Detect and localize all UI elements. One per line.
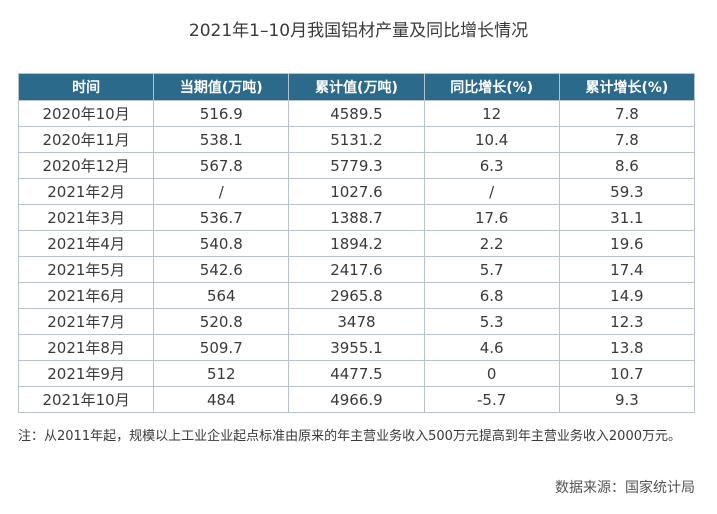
- table-row: 2021年7月 520.8 3478 5.3 12.3: [17, 308, 696, 335]
- cell-cumulative-value: 1027.6: [288, 178, 425, 205]
- cell-cumulative-growth: 17.4: [558, 256, 696, 283]
- cell-current-value: 540.8: [153, 230, 290, 257]
- cell-cumulative-value: 1894.2: [288, 230, 425, 257]
- cell-yoy-growth: 5.7: [423, 256, 560, 283]
- cell-current-value: 516.9: [153, 100, 290, 127]
- page-title: 2021年1–10月我国铝材产量及同比增长情况: [188, 21, 529, 41]
- cell-current-value: 567.8: [153, 152, 290, 179]
- cell-yoy-growth: 0: [423, 360, 560, 387]
- cell-yoy-growth: 6.8: [423, 282, 560, 309]
- table-row: 2020年11月 538.1 5131.2 10.4 7.8: [17, 126, 696, 153]
- cell-cumulative-growth: 7.8: [558, 126, 696, 153]
- cell-time: 2020年12月: [17, 152, 155, 179]
- cell-current-value: 564: [153, 282, 290, 309]
- data-table: 时间 当期值(万吨) 累计值(万吨) 同比增长(%) 累计增长(%) 2020年…: [17, 73, 696, 413]
- cell-cumulative-growth: 12.3: [558, 308, 696, 335]
- cell-current-value: /: [153, 178, 290, 205]
- cell-yoy-growth: 6.3: [423, 152, 560, 179]
- cell-yoy-growth: 17.6: [423, 204, 560, 231]
- cell-yoy-growth: -5.7: [423, 386, 560, 413]
- cell-cumulative-growth: 19.6: [558, 230, 696, 257]
- cell-cumulative-growth: 31.1: [558, 204, 696, 231]
- cell-current-value: 512: [153, 360, 290, 387]
- cell-time: 2021年9月: [17, 360, 155, 387]
- cell-cumulative-value: 5779.3: [288, 152, 425, 179]
- cell-cumulative-value: 4966.9: [288, 386, 425, 413]
- table-row: 2020年12月 567.8 5779.3 6.3 8.6: [17, 152, 696, 179]
- cell-cumulative-value: 2965.8: [288, 282, 425, 309]
- cell-cumulative-value: 5131.2: [288, 126, 425, 153]
- cell-yoy-growth: 12: [423, 100, 560, 127]
- cell-time: 2021年7月: [17, 308, 155, 335]
- cell-cumulative-growth: 59.3: [558, 178, 696, 205]
- column-header-cumulative-growth: 累计增长(%): [558, 73, 696, 101]
- cell-current-value: 536.7: [153, 204, 290, 231]
- cell-current-value: 538.1: [153, 126, 290, 153]
- cell-cumulative-value: 1388.7: [288, 204, 425, 231]
- table-row: 2021年5月 542.6 2417.6 5.7 17.4: [17, 256, 696, 283]
- cell-time: 2021年10月: [17, 386, 155, 413]
- cell-yoy-growth: 2.2: [423, 230, 560, 257]
- cell-cumulative-value: 3478: [288, 308, 425, 335]
- cell-current-value: 542.6: [153, 256, 290, 283]
- table-row: 2021年4月 540.8 1894.2 2.2 19.6: [17, 230, 696, 257]
- column-header-cumulative-value: 累计值(万吨): [288, 73, 425, 101]
- cell-cumulative-value: 4589.5: [288, 100, 425, 127]
- cell-cumulative-growth: 7.8: [558, 100, 696, 127]
- cell-cumulative-growth: 9.3: [558, 386, 696, 413]
- cell-cumulative-growth: 8.6: [558, 152, 696, 179]
- table-body: 2020年10月 516.9 4589.5 12 7.8 2020年11月 538.1 513…: [17, 100, 696, 413]
- cell-current-value: 484: [153, 386, 290, 413]
- column-header-current-value: 当期值(万吨): [153, 73, 290, 101]
- cell-time: 2021年8月: [17, 334, 155, 361]
- cell-time: 2021年4月: [17, 230, 155, 257]
- cell-cumulative-growth: 10.7: [558, 360, 696, 387]
- cell-cumulative-value: 4477.5: [288, 360, 425, 387]
- cell-time: 2021年2月: [17, 178, 155, 205]
- cell-time: 2021年3月: [17, 204, 155, 231]
- cell-current-value: 520.8: [153, 308, 290, 335]
- table-row: 2021年8月 509.7 3955.1 4.6 13.8: [17, 334, 696, 361]
- table-row: 2021年3月 536.7 1388.7 17.6 31.1: [17, 204, 696, 231]
- cell-time: 2021年5月: [17, 256, 155, 283]
- table-row: 2021年2月/1027.6/59.3: [17, 178, 696, 205]
- data-source: 数据来源：国家统计局: [555, 480, 695, 496]
- cell-cumulative-growth: 14.9: [558, 282, 696, 309]
- column-header-yoy-growth: 同比增长(%): [423, 73, 560, 101]
- cell-cumulative-value: 3955.1: [288, 334, 425, 361]
- cell-time: 2021年6月: [17, 282, 155, 309]
- cell-cumulative-value: 2417.6: [288, 256, 425, 283]
- column-header-time: 时间: [17, 73, 155, 101]
- cell-time: 2020年10月: [17, 100, 155, 127]
- table-row: 2021年9月 512 4477.5 0 10.7: [17, 360, 696, 387]
- cell-yoy-growth: /: [423, 178, 560, 205]
- table-row: 2021年10月 484 4966.9 -5.7 9.3: [17, 386, 696, 413]
- cell-yoy-growth: 10.4: [423, 126, 560, 153]
- cell-cumulative-growth: 13.8: [558, 334, 696, 361]
- table-header-row: 时间 当期值(万吨) 累计值(万吨) 同比增长(%) 累计增长(%): [17, 73, 696, 101]
- cell-time: 2020年11月: [17, 126, 155, 153]
- cell-yoy-growth: 5.3: [423, 308, 560, 335]
- table-row: 2020年10月 516.9 4589.5 12 7.8: [17, 100, 696, 127]
- cell-yoy-growth: 4.6: [423, 334, 560, 361]
- footnote: 注：从2011年起，规模以上工业企业起点标准由原来的年主营业务收入500万元提高…: [18, 429, 681, 444]
- cell-current-value: 509.7: [153, 334, 290, 361]
- table-row: 2021年6月 564 2965.8 6.8 14.9: [17, 282, 696, 309]
